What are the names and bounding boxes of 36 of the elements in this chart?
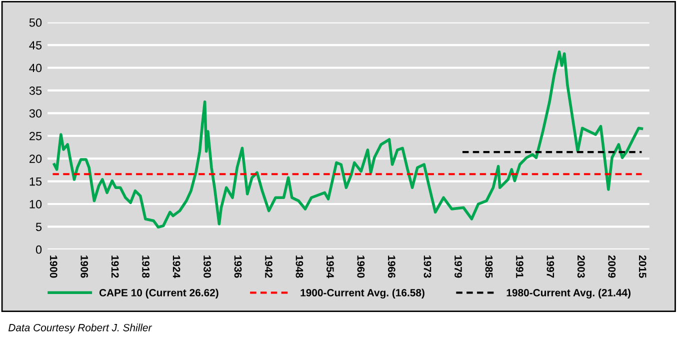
x-tick-label: 2003: [577, 255, 585, 278]
y-tick-label: 15: [30, 177, 42, 186]
x-tick-label: 1900: [50, 256, 58, 278]
x-tick-label: 1936: [234, 256, 242, 278]
x-tick-label: 1991: [516, 256, 524, 278]
x-tick-label: 1985: [485, 256, 493, 278]
y-tick-label: 0: [36, 245, 42, 254]
y-tick-label: 25: [30, 132, 42, 140]
x-tick-label: 1942: [265, 256, 272, 278]
x-tick-label: 1924: [172, 256, 180, 278]
line-series: [52, 50, 644, 229]
y-tick-label: 20: [30, 154, 42, 163]
legend-label: 1900-Current Avg. (16.58): [300, 288, 424, 299]
y-tick-label: 5: [36, 222, 42, 232]
y-tick-label: 45: [29, 41, 42, 50]
x-tick-label: 1930: [204, 256, 211, 278]
y-tick-label: 40: [29, 64, 42, 72]
x-tick-label: 1948: [296, 256, 304, 278]
x-tick-label: 1997: [546, 256, 554, 278]
x-tick-label: 1912: [111, 256, 119, 278]
x-tick-label: 1960: [357, 256, 365, 278]
y-tick-label: 10: [30, 200, 42, 208]
x-tick-label: 1966: [388, 256, 396, 278]
x-tick-label: 1979: [454, 256, 462, 278]
y-tick-label: 30: [29, 109, 42, 118]
legend-label: CAPE 10 (Current 26.62): [99, 288, 218, 298]
x-tick-label: 1954: [326, 256, 334, 278]
x-tick-label: 2015: [638, 255, 646, 278]
x-tick-label: 2009: [608, 255, 616, 278]
x-tick-label: 1906: [80, 256, 88, 278]
legend-label: 1980-Current Avg. (21.44): [506, 288, 630, 299]
x-tick-label: 1918: [142, 256, 150, 278]
y-tick-label: 35: [29, 86, 42, 95]
text: Data Courtesy Robert J. Shiller: [8, 324, 152, 334]
x-tick-label: 1973: [424, 256, 432, 278]
y-tick-label: 50: [29, 18, 42, 27]
